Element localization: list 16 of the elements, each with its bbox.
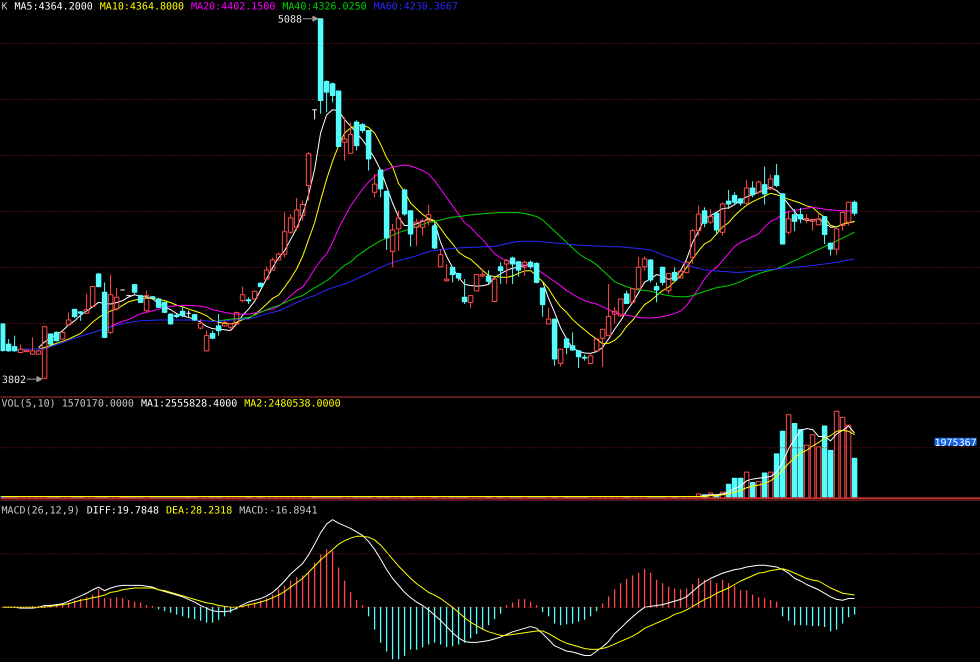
text: MA40:4326.0250	[282, 2, 367, 12]
text: DEA:28.2318	[166, 506, 232, 516]
annotation: 1975367	[934, 438, 977, 449]
text: MA20:4402.1500	[191, 2, 276, 12]
chart-title: MACD(26,12,9)	[2, 506, 80, 516]
text: MA2:2480538.0000	[244, 398, 341, 410]
chart-title: K	[2, 2, 8, 12]
text: MA60:4230.3667	[374, 2, 458, 12]
text: MA5:4364.2000	[14, 2, 93, 12]
text: MA10:4364.8000	[100, 2, 184, 12]
text: MA1:2555828.4000	[140, 398, 238, 410]
annotation: 5088	[278, 14, 302, 26]
text: DIFF:19.7848	[86, 506, 160, 516]
text: MACD:-16.8941	[239, 506, 318, 516]
chart-title: VOL(5,10) 1570170.0000	[2, 398, 134, 410]
annotation: 3802	[2, 375, 26, 386]
